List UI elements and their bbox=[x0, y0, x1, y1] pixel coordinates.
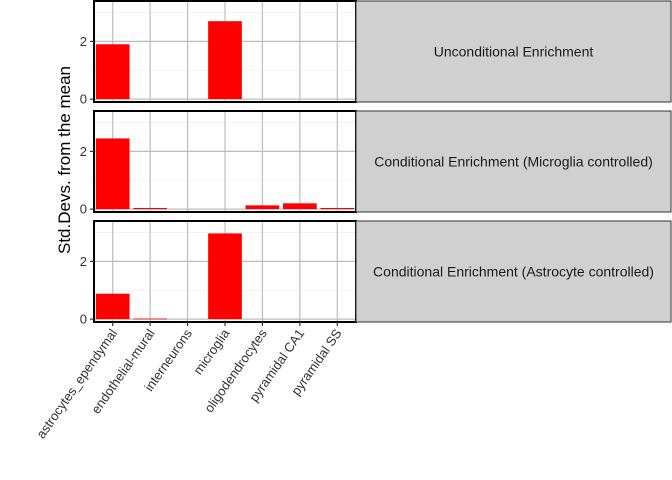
bar bbox=[133, 207, 167, 210]
bar bbox=[245, 205, 280, 210]
facet-strip bbox=[355, 220, 672, 323]
y-tick-label: 2 bbox=[80, 34, 87, 49]
bar bbox=[133, 318, 167, 320]
facet-strip-label: Conditional Enrichment (Astrocyte contro… bbox=[373, 264, 654, 280]
bar bbox=[95, 44, 130, 100]
y-axis-title: Std.Devs. from the mean bbox=[55, 66, 74, 254]
bar bbox=[95, 138, 130, 210]
facet-strip-label: Conditional Enrichment (Microglia contro… bbox=[374, 154, 653, 170]
y-tick-label: 2 bbox=[80, 144, 87, 159]
facet-strip bbox=[355, 0, 672, 103]
y-tick-label: 0 bbox=[80, 202, 87, 217]
y-tick-label: 2 bbox=[80, 254, 87, 269]
facet-strip-label: Unconditional Enrichment bbox=[434, 44, 594, 60]
bar bbox=[283, 203, 317, 210]
bar bbox=[208, 21, 242, 100]
y-tick-label: 0 bbox=[80, 92, 87, 107]
bar bbox=[320, 207, 355, 210]
y-tick-label: 0 bbox=[80, 312, 87, 327]
bar bbox=[208, 233, 242, 320]
facet-strip bbox=[355, 110, 672, 213]
bar bbox=[95, 293, 130, 320]
